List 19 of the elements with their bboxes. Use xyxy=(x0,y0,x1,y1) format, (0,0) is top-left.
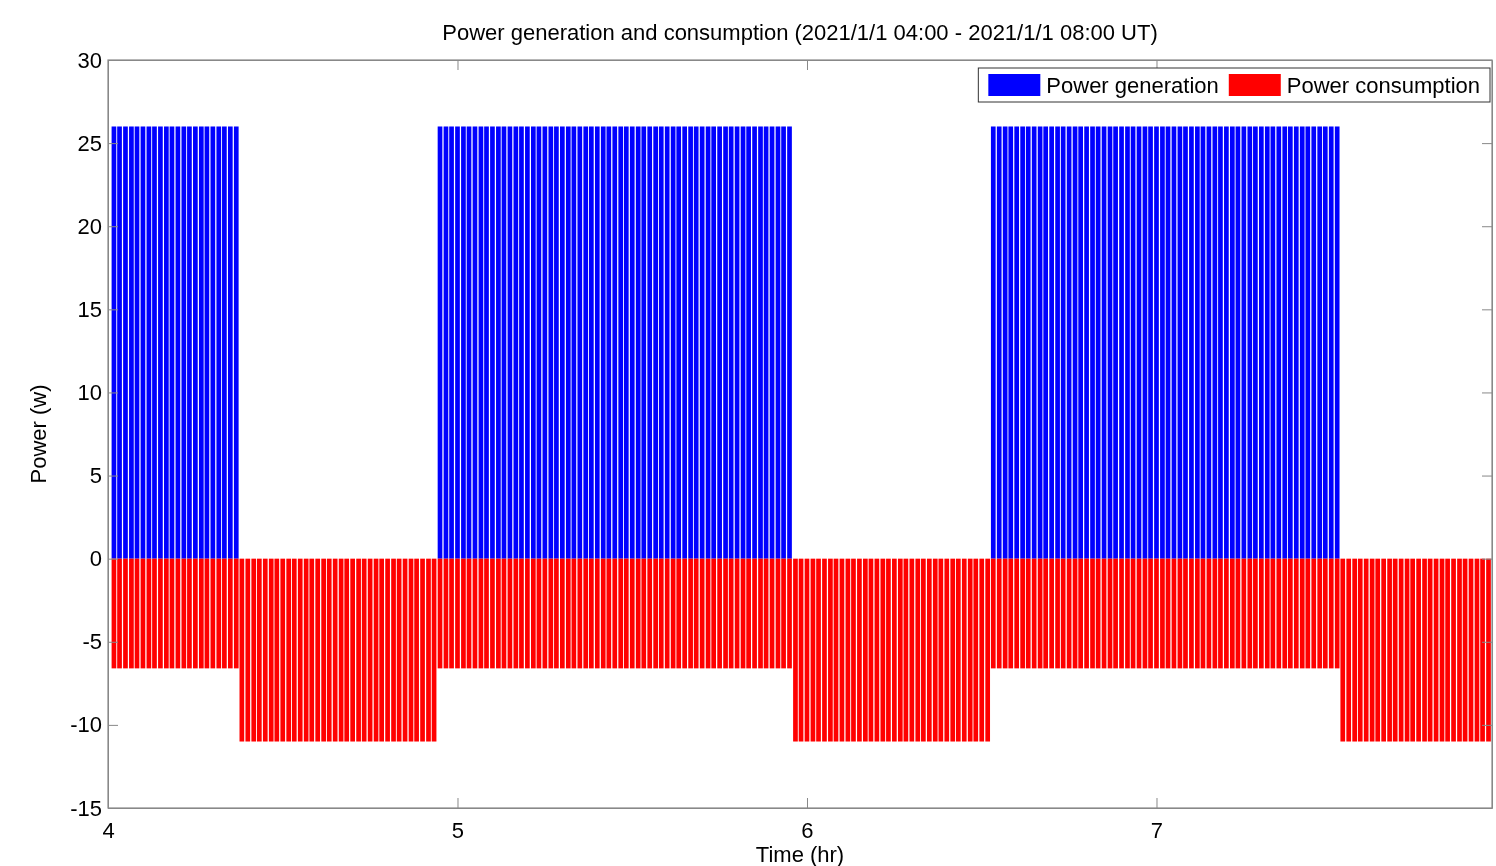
y-tick-label: 0 xyxy=(89,546,102,572)
x-tick-label: 6 xyxy=(801,817,814,843)
y-tick-label: 5 xyxy=(89,463,102,489)
y-tick-label: -5 xyxy=(82,629,102,655)
chart-title: Power generation and consumption (2021/1/1 04:00 - 2021/1/1 08:00 UT) xyxy=(442,20,1158,45)
y-tick-label: -10 xyxy=(70,712,102,738)
y-tick-label: 15 xyxy=(77,296,102,322)
y-tick-label: 20 xyxy=(77,213,102,239)
legend-label: Power generation xyxy=(1046,73,1219,98)
x-tick-label: 7 xyxy=(1150,817,1164,843)
x-axis-title: Time (hr) xyxy=(755,842,845,866)
x-tick-label: 4 xyxy=(102,817,115,843)
y-tick-label: 25 xyxy=(77,130,102,156)
y-tick-label: 30 xyxy=(77,47,102,73)
y-tick-label: 10 xyxy=(77,379,102,405)
x-tick-label: 5 xyxy=(451,817,465,843)
y-tick-label: -15 xyxy=(70,795,102,821)
y-axis-title: Power (w) xyxy=(26,384,51,484)
legend-label: Power consumption xyxy=(1286,73,1480,98)
